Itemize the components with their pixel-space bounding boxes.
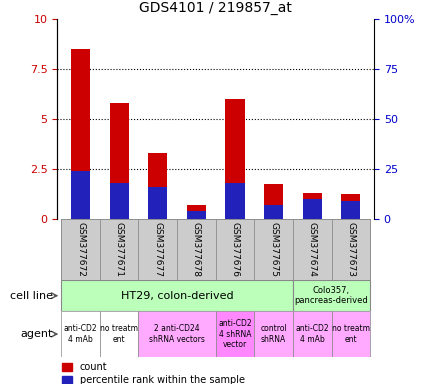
Text: GSM377678: GSM377678 [192,222,201,277]
Bar [216,219,254,280]
Bar [225,183,245,219]
Text: GSM377676: GSM377676 [230,222,240,277]
Text: anti-CD2
4 mAb: anti-CD2 4 mAb [64,324,97,344]
Bar [61,311,100,357]
Bar [71,49,90,219]
Bar [293,219,332,280]
Bar [139,219,177,280]
Bar [177,219,216,280]
Text: GSM377672: GSM377672 [76,222,85,277]
Text: no treatm
ent: no treatm ent [332,324,370,344]
Bar [148,187,167,219]
Bar [303,193,322,219]
Bar [264,184,283,219]
Bar [341,201,360,219]
Bar [110,103,129,219]
Text: GSM377673: GSM377673 [346,222,355,277]
Bar [341,194,360,219]
Title: GDS4101 / 219857_at: GDS4101 / 219857_at [139,2,292,15]
Bar [332,219,370,280]
Bar [148,153,167,219]
Bar [216,311,254,357]
Bar [293,311,332,357]
Bar [139,311,216,357]
Bar [61,219,100,280]
Text: GSM377675: GSM377675 [269,222,278,277]
Bar [254,311,293,357]
Text: cell line: cell line [10,291,53,301]
Bar [254,219,293,280]
Text: GSM377674: GSM377674 [308,222,317,277]
Bar [110,183,129,219]
Bar [264,205,283,219]
Bar [293,280,370,311]
Bar [100,219,139,280]
Text: 2 anti-CD24
shRNA vectors: 2 anti-CD24 shRNA vectors [149,324,205,344]
Text: Colo357,
pancreas-derived: Colo357, pancreas-derived [295,286,368,305]
Bar [100,311,139,357]
Text: control
shRNA: control shRNA [260,324,287,344]
Text: GSM377677: GSM377677 [153,222,162,277]
Legend: count, percentile rank within the sample: count, percentile rank within the sample [62,362,245,384]
Bar [303,199,322,219]
Text: GSM377671: GSM377671 [115,222,124,277]
Bar [187,205,206,219]
Text: HT29, colon-derived: HT29, colon-derived [121,291,233,301]
Bar [225,99,245,219]
Text: anti-CD2
4 shRNA
vector: anti-CD2 4 shRNA vector [218,319,252,349]
Text: agent: agent [21,329,53,339]
Bar [71,171,90,219]
Bar [187,211,206,219]
Text: no treatm
ent: no treatm ent [100,324,138,344]
Bar [61,280,293,311]
Bar [332,311,370,357]
Text: anti-CD2
4 mAb: anti-CD2 4 mAb [295,324,329,344]
